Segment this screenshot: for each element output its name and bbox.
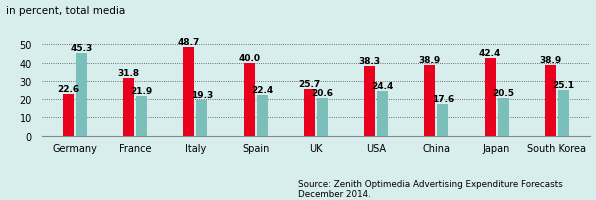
- Bar: [76, 54, 87, 136]
- Bar: [558, 90, 569, 136]
- Bar: [498, 99, 508, 136]
- Bar: [244, 63, 254, 136]
- Text: 48.7: 48.7: [178, 38, 200, 47]
- Text: 20.5: 20.5: [492, 89, 514, 98]
- Text: 20.6: 20.6: [311, 89, 333, 98]
- Bar: [63, 95, 74, 136]
- Text: 19.3: 19.3: [191, 91, 213, 100]
- Text: 45.3: 45.3: [70, 44, 92, 53]
- Bar: [123, 78, 134, 136]
- Bar: [364, 66, 375, 136]
- Bar: [317, 99, 328, 136]
- Bar: [257, 95, 268, 136]
- Text: 40.0: 40.0: [238, 53, 260, 62]
- Text: 31.8: 31.8: [117, 68, 139, 77]
- Bar: [545, 65, 556, 136]
- Text: 21.9: 21.9: [131, 86, 153, 95]
- Bar: [485, 59, 495, 136]
- Bar: [424, 65, 435, 136]
- Bar: [184, 47, 194, 136]
- Text: 22.4: 22.4: [251, 85, 273, 94]
- Text: 38.9: 38.9: [539, 55, 561, 64]
- Text: 38.9: 38.9: [419, 55, 441, 64]
- Bar: [136, 96, 147, 136]
- Bar: [197, 101, 207, 136]
- Text: 25.1: 25.1: [552, 80, 575, 89]
- Text: 25.7: 25.7: [298, 79, 321, 88]
- Bar: [304, 89, 315, 136]
- Text: Source: Zenith Optimedia Advertising Expenditure Forecasts
December 2014.: Source: Zenith Optimedia Advertising Exp…: [298, 179, 563, 198]
- Bar: [437, 104, 448, 136]
- Text: 22.6: 22.6: [57, 85, 79, 94]
- Text: 24.4: 24.4: [371, 82, 394, 91]
- Bar: [377, 92, 388, 136]
- Text: 17.6: 17.6: [432, 94, 454, 103]
- Text: in percent, total media: in percent, total media: [6, 6, 125, 16]
- Text: 38.3: 38.3: [359, 56, 381, 65]
- Text: 42.4: 42.4: [479, 49, 501, 58]
